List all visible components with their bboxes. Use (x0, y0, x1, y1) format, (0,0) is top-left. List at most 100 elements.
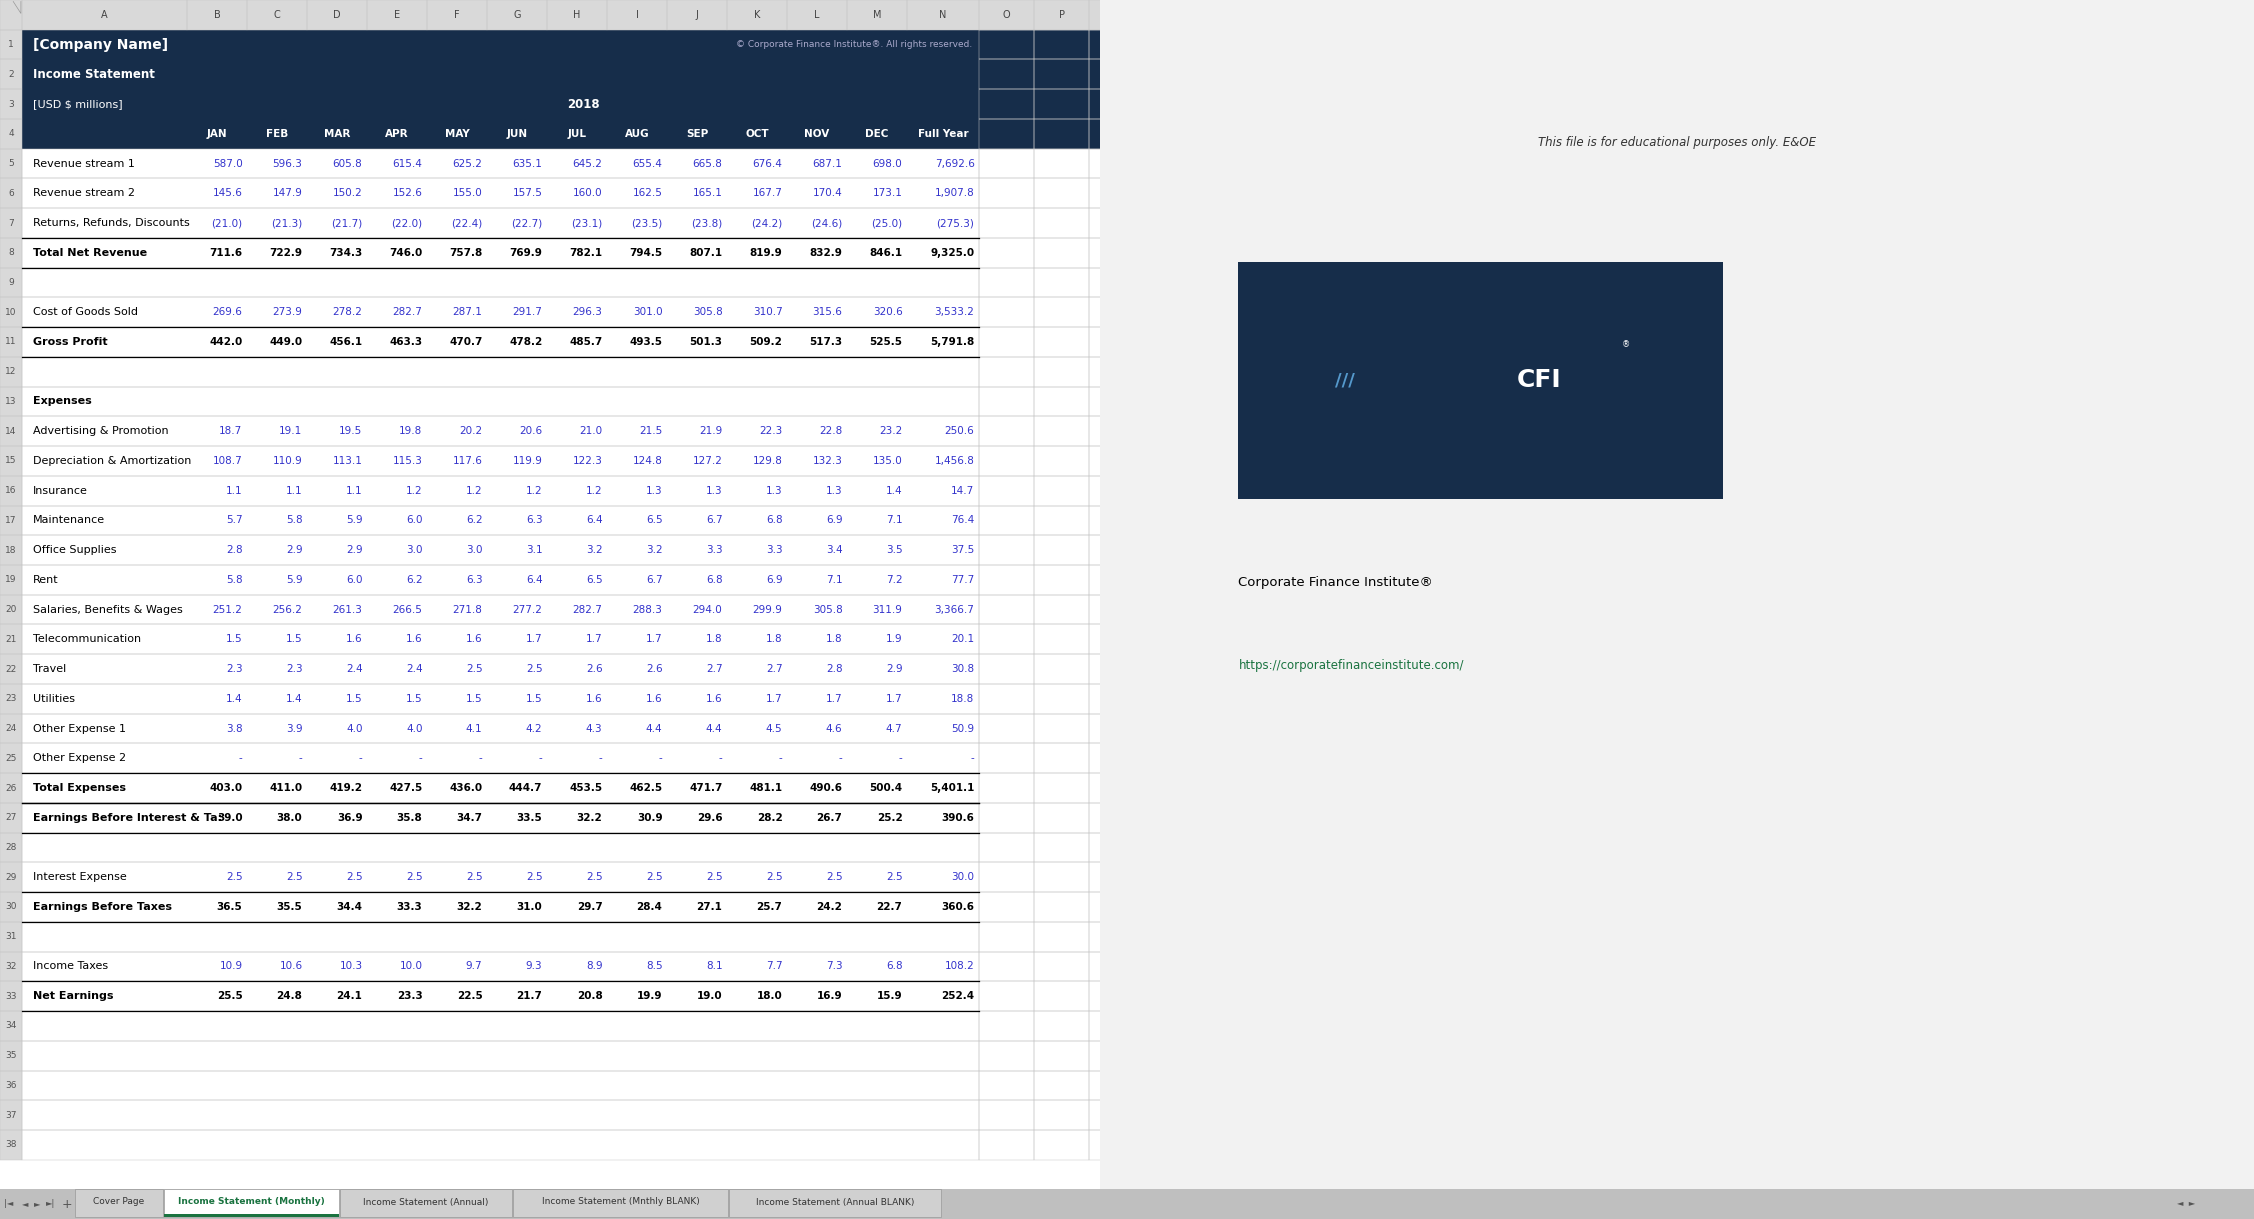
Bar (1310, 475, 1364, 506)
Bar (1035, 475, 1089, 506)
Bar (978, 208, 1035, 238)
Bar (1199, 595, 1253, 624)
Bar (1199, 952, 1253, 981)
Text: 2.4: 2.4 (345, 664, 363, 674)
Bar (23, 238, 978, 268)
Bar (0, 60, 23, 89)
Text: 3.9: 3.9 (286, 724, 302, 734)
Bar (23, 386, 978, 417)
Bar (1310, 119, 1364, 149)
Bar (1253, 1011, 1310, 1041)
Bar (340, 1189, 512, 1217)
Text: Cost of Goods Sold: Cost of Goods Sold (34, 307, 137, 317)
Text: 34.4: 34.4 (336, 902, 363, 912)
Text: Maintenance: Maintenance (34, 516, 106, 525)
Bar (1145, 922, 1199, 952)
Text: 282.7: 282.7 (392, 307, 421, 317)
Text: M: M (872, 10, 881, 20)
Text: 315.6: 315.6 (814, 307, 843, 317)
Bar (1035, 149, 1089, 178)
Bar (978, 952, 1035, 981)
Text: 2.9: 2.9 (886, 664, 902, 674)
Text: 1.7: 1.7 (525, 634, 543, 645)
Bar (0, 475, 23, 506)
Bar (0, 327, 23, 357)
Bar (0, 506, 23, 535)
Text: 6.8: 6.8 (706, 575, 724, 585)
Text: [Company Name]: [Company Name] (34, 38, 169, 51)
Bar (1199, 862, 1253, 892)
Text: K: K (753, 10, 760, 20)
Text: 1.1: 1.1 (286, 485, 302, 496)
Bar (1035, 892, 1089, 922)
Bar (1199, 149, 1253, 178)
Bar (1145, 773, 1199, 803)
Text: 10.3: 10.3 (340, 962, 363, 972)
Bar (23, 60, 978, 89)
Bar (23, 446, 978, 475)
Bar (978, 744, 1035, 773)
Bar (1253, 446, 1310, 475)
Bar (978, 564, 1035, 595)
Bar (1145, 506, 1199, 535)
Text: 1.7: 1.7 (886, 694, 902, 703)
Bar (978, 892, 1035, 922)
Text: MAR: MAR (325, 129, 349, 139)
Bar (1089, 1070, 1145, 1101)
Bar (23, 1130, 978, 1159)
Bar (1310, 535, 1364, 564)
Bar (0, 595, 23, 624)
Text: 2.5: 2.5 (525, 664, 543, 674)
Text: 1,456.8: 1,456.8 (935, 456, 974, 466)
Text: 296.3: 296.3 (573, 307, 602, 317)
Bar (1035, 952, 1089, 981)
Bar (23, 1070, 978, 1101)
Text: (22.0): (22.0) (392, 218, 421, 228)
Bar (1310, 417, 1364, 446)
Text: 76.4: 76.4 (951, 516, 974, 525)
Bar (1145, 1130, 1199, 1159)
Bar (1199, 803, 1253, 833)
Bar (1310, 1130, 1364, 1159)
Bar (1035, 981, 1089, 1011)
Text: 4.4: 4.4 (647, 724, 663, 734)
Bar (1310, 624, 1364, 655)
Text: 30: 30 (5, 902, 16, 912)
Text: (21.3): (21.3) (270, 218, 302, 228)
Bar (0, 922, 23, 952)
Bar (1035, 297, 1089, 327)
Bar (978, 475, 1035, 506)
Bar (978, 119, 1035, 149)
Text: (21.0): (21.0) (212, 218, 243, 228)
Bar (1310, 624, 1364, 655)
Bar (1310, 178, 1364, 208)
Bar (1145, 327, 1199, 357)
Bar (1199, 178, 1253, 208)
Bar (1145, 208, 1199, 238)
Bar (978, 713, 1035, 744)
Bar (1145, 773, 1199, 803)
Text: (24.2): (24.2) (751, 218, 782, 228)
Text: 1.9: 1.9 (886, 634, 902, 645)
Bar (1199, 60, 1253, 89)
Bar (1310, 297, 1364, 327)
Text: 6.8: 6.8 (886, 962, 902, 972)
Bar (1089, 119, 1145, 149)
Bar (1199, 327, 1253, 357)
Bar (1035, 744, 1089, 773)
Text: 1.3: 1.3 (825, 485, 843, 496)
Bar (1089, 357, 1145, 386)
Text: 478.2: 478.2 (509, 336, 543, 347)
Text: 256.2: 256.2 (273, 605, 302, 614)
Bar (1310, 208, 1364, 238)
Bar (1310, 506, 1364, 535)
Bar (1199, 89, 1253, 119)
Bar (367, 0, 426, 29)
Text: 7.2: 7.2 (886, 575, 902, 585)
Bar (1310, 1101, 1364, 1130)
Bar (1145, 981, 1199, 1011)
Text: 463.3: 463.3 (390, 336, 421, 347)
Text: 3.2: 3.2 (647, 545, 663, 555)
Text: 19.5: 19.5 (340, 427, 363, 436)
Text: 3.1: 3.1 (525, 545, 543, 555)
